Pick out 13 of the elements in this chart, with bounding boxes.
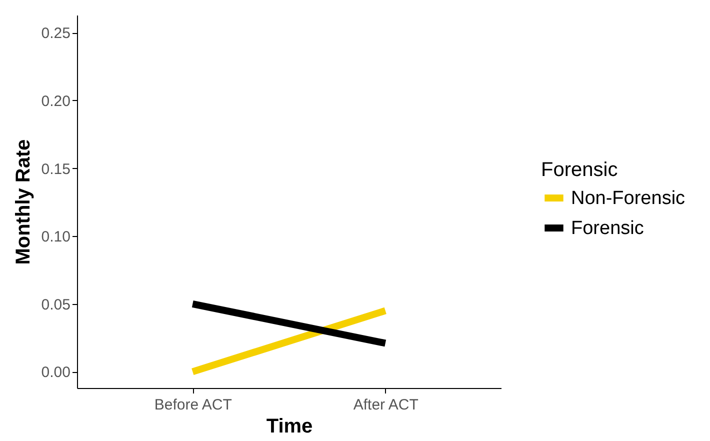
y-tick-label: 0.00 xyxy=(41,364,70,382)
y-tick-label: 0.05 xyxy=(41,296,70,314)
legend-title: Forensic xyxy=(541,159,618,181)
y-tick-label: 0.10 xyxy=(41,228,70,246)
x-axis-title: Time xyxy=(266,416,313,438)
y-tick-label: 0.25 xyxy=(41,25,70,42)
x-tick-label: After ACT xyxy=(353,396,418,414)
x-tick-label: Before ACT xyxy=(154,396,232,414)
y-tick-label: 0.20 xyxy=(41,92,70,110)
legend-label: Non-Forensic xyxy=(571,188,686,209)
y-tick-label: 0.15 xyxy=(41,160,70,178)
legend-label: Forensic xyxy=(571,218,644,239)
y-axis-title: Monthly Rate xyxy=(12,139,34,265)
